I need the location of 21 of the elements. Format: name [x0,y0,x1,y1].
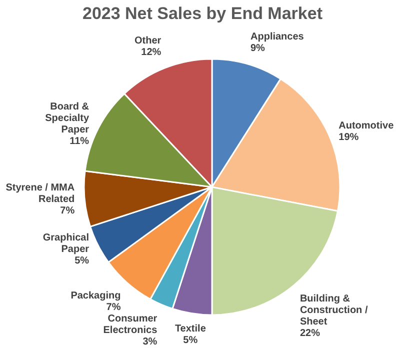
data-label: 22% [300,328,320,339]
slice-label: Consumer Electronics [103,314,158,336]
data-label: 3% [142,336,158,348]
slice-label: Board & Specialty Paper [45,101,90,136]
slice-label: Textile [174,323,206,334]
slice-label: Other [134,36,162,47]
slice-label: Automotive [338,120,394,132]
data-label: 7% [106,302,121,314]
data-label: 9% [250,42,266,54]
data-label: 5% [183,334,198,346]
data-label: 12% [141,47,162,58]
slice-label: Packaging [70,290,121,302]
chart-title: 2023 Net Sales by End Market [82,4,323,23]
slice-label: Styrene / MMA Related [6,182,75,206]
data-label: 7% [60,206,75,217]
data-label: 19% [338,132,359,144]
data-label: 11% [70,136,90,147]
slice-label: Building & Construction / Sheet [300,293,368,328]
data-label: 5% [74,255,90,266]
slice-label: Graphical Paper [42,232,90,255]
slice-label: Appliances [250,31,304,42]
